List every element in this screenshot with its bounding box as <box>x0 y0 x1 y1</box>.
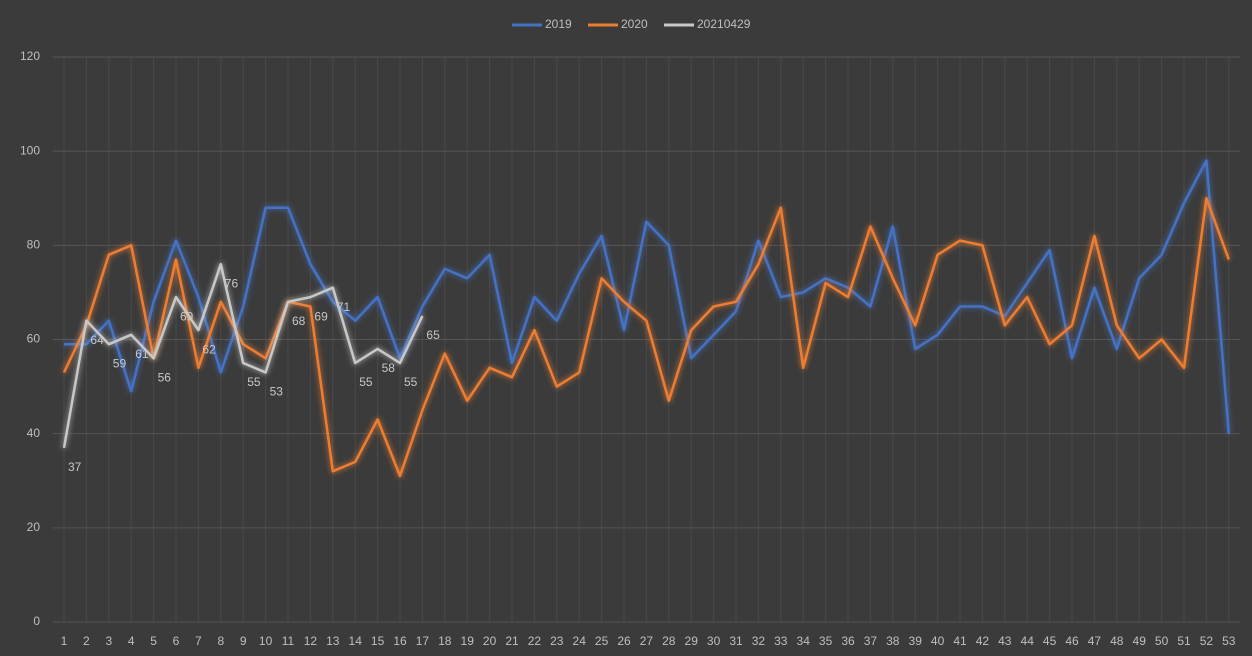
y-tick-label: 120 <box>20 49 40 63</box>
x-tick-label: 8 <box>217 634 224 648</box>
x-tick-label: 39 <box>909 634 923 648</box>
x-tick-label: 35 <box>819 634 833 648</box>
y-tick-label: 80 <box>27 238 41 252</box>
x-tick-label: 38 <box>886 634 900 648</box>
x-tick-label: 29 <box>685 634 699 648</box>
x-tick-label: 13 <box>326 634 340 648</box>
x-tick-label: 4 <box>128 634 135 648</box>
x-tick-label: 19 <box>461 634 475 648</box>
data-label: 71 <box>337 300 351 314</box>
x-tick-label: 28 <box>662 634 676 648</box>
x-tick-label: 32 <box>752 634 766 648</box>
x-tick-label: 10 <box>259 634 273 648</box>
x-tick-label: 36 <box>841 634 855 648</box>
x-tick-label: 52 <box>1200 634 1214 648</box>
data-label: 64 <box>90 333 104 347</box>
x-tick-label: 30 <box>707 634 721 648</box>
x-tick-label: 43 <box>998 634 1012 648</box>
data-label: 53 <box>270 385 284 399</box>
x-tick-label: 51 <box>1177 634 1191 648</box>
x-tick-label: 47 <box>1088 634 1102 648</box>
legend-label: 2020 <box>621 17 648 31</box>
data-label: 61 <box>135 347 149 361</box>
x-tick-label: 20 <box>483 634 497 648</box>
legend-label: 2019 <box>545 17 572 31</box>
x-tick-label: 46 <box>1065 634 1079 648</box>
data-label: 55 <box>359 375 373 389</box>
y-tick-label: 100 <box>20 143 40 157</box>
x-tick-label: 25 <box>595 634 609 648</box>
x-tick-label: 6 <box>173 634 180 648</box>
series-line <box>62 197 1230 478</box>
x-tick-label: 17 <box>416 634 430 648</box>
data-label: 37 <box>68 460 82 474</box>
x-tick-label: 53 <box>1222 634 1236 648</box>
x-tick-label: 37 <box>864 634 878 648</box>
x-tick-label: 33 <box>774 634 788 648</box>
x-tick-label: 27 <box>640 634 654 648</box>
x-tick-label: 15 <box>371 634 385 648</box>
x-tick-label: 16 <box>393 634 407 648</box>
y-tick-label: 20 <box>27 520 41 534</box>
x-tick-label: 12 <box>304 634 318 648</box>
data-label: 69 <box>314 309 328 323</box>
x-tick-label: 1 <box>61 634 68 648</box>
data-label: 68 <box>292 314 306 328</box>
x-tick-label: 40 <box>931 634 945 648</box>
x-tick-label: 26 <box>617 634 631 648</box>
x-tick-label: 22 <box>528 634 542 648</box>
series-line <box>62 262 424 449</box>
x-tick-label: 23 <box>550 634 564 648</box>
x-tick-label: 48 <box>1110 634 1124 648</box>
x-tick-label: 41 <box>953 634 967 648</box>
x-tick-label: 44 <box>1021 634 1035 648</box>
x-tick-label: 45 <box>1043 634 1057 648</box>
x-tick-label: 31 <box>729 634 743 648</box>
x-tick-label: 9 <box>240 634 247 648</box>
data-label: 62 <box>202 342 216 356</box>
x-tick-label: 42 <box>976 634 990 648</box>
x-tick-label: 50 <box>1155 634 1169 648</box>
data-label: 76 <box>225 276 239 290</box>
legend-label: 20210429 <box>697 17 751 31</box>
x-tick-label: 24 <box>573 634 587 648</box>
data-label: 65 <box>426 328 440 342</box>
data-label: 58 <box>382 361 396 375</box>
data-label: 56 <box>158 371 172 385</box>
x-tick-label: 18 <box>438 634 452 648</box>
data-label: 59 <box>113 356 127 370</box>
x-tick-label: 11 <box>282 634 295 648</box>
x-tick-label: 34 <box>797 634 811 648</box>
x-tick-label: 2 <box>83 634 90 648</box>
x-tick-label: 5 <box>150 634 157 648</box>
x-tick-label: 21 <box>505 634 519 648</box>
x-tick-label: 14 <box>349 634 363 648</box>
y-tick-label: 60 <box>27 332 41 346</box>
data-label: 55 <box>404 375 418 389</box>
data-label: 69 <box>180 309 194 323</box>
y-tick-label: 0 <box>33 614 40 628</box>
x-tick-label: 49 <box>1133 634 1147 648</box>
x-tick-label: 7 <box>195 634 202 648</box>
data-label: 55 <box>247 375 261 389</box>
series-line <box>64 159 1231 434</box>
x-tick-label: 3 <box>105 634 112 648</box>
y-tick-label: 40 <box>27 426 41 440</box>
